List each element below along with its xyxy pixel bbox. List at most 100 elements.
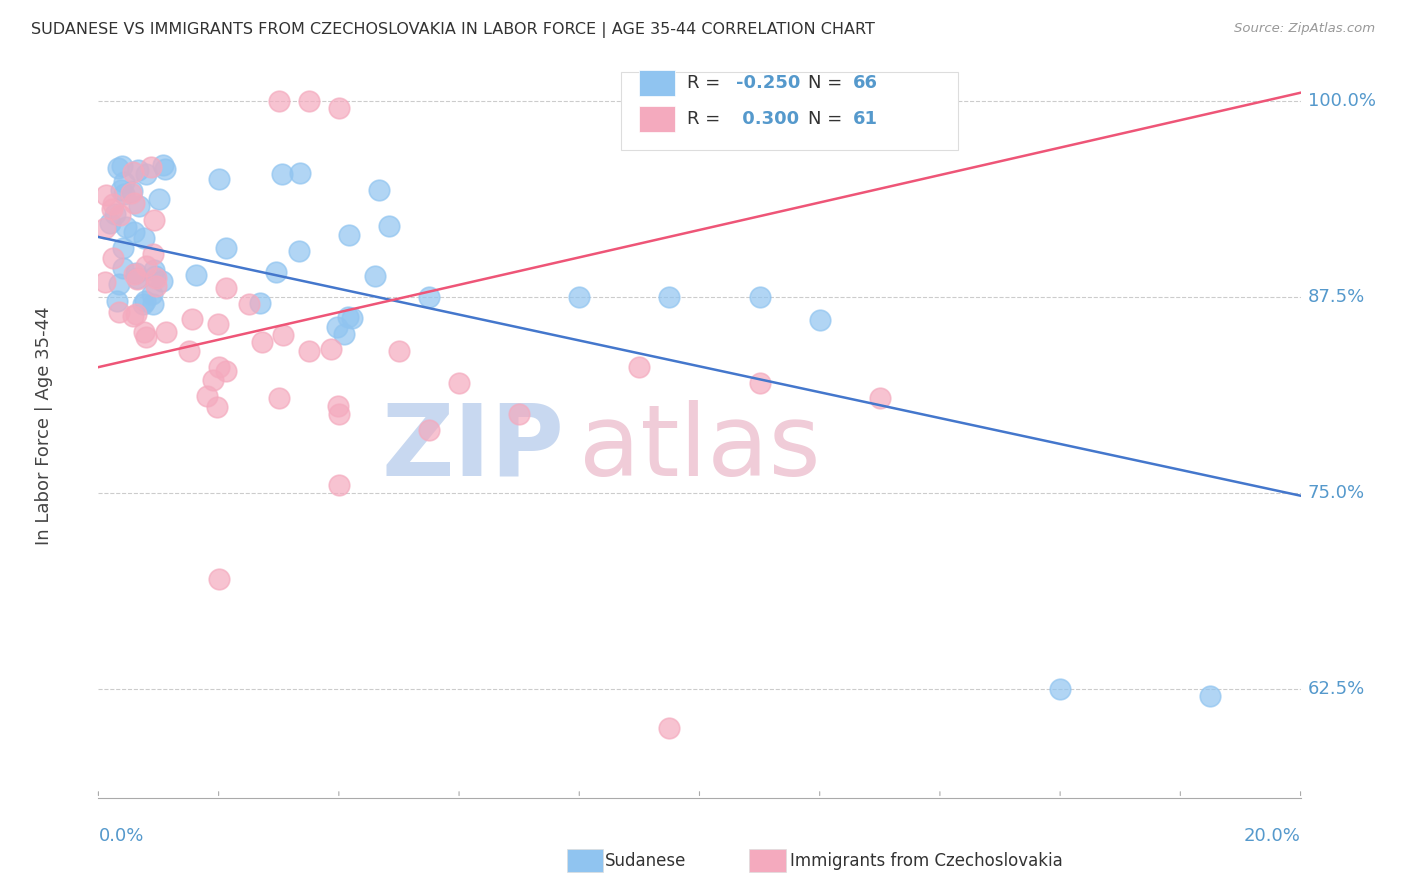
Point	[101, 197, 124, 211]
Point	[207, 318, 229, 332]
Point	[326, 320, 349, 334]
Point	[252, 334, 274, 349]
Point	[132, 231, 155, 245]
Point	[869, 392, 891, 406]
Point	[333, 326, 356, 341]
Point	[271, 327, 294, 342]
Point	[96, 188, 118, 202]
Point	[142, 247, 165, 261]
Point	[658, 721, 681, 735]
Point	[122, 225, 145, 239]
Text: N =: N =	[807, 74, 848, 92]
FancyBboxPatch shape	[640, 70, 675, 96]
Point	[93, 221, 115, 235]
Text: In Labor Force | Age 35-44: In Labor Force | Age 35-44	[35, 307, 53, 545]
Point	[111, 159, 134, 173]
Point	[205, 400, 228, 414]
Text: 0.0%: 0.0%	[98, 827, 143, 845]
Point	[388, 344, 411, 359]
Point	[145, 271, 167, 285]
Point	[127, 272, 149, 286]
Point	[145, 278, 167, 293]
Point	[568, 289, 591, 303]
Point	[112, 187, 135, 202]
Point	[328, 102, 350, 116]
Point	[748, 289, 770, 303]
Point	[177, 344, 200, 359]
Point	[105, 294, 128, 309]
Point	[337, 228, 360, 243]
Point	[319, 342, 342, 356]
Point	[628, 360, 651, 375]
Point	[98, 216, 121, 230]
Point	[148, 192, 170, 206]
Point	[132, 297, 155, 311]
Point	[364, 269, 387, 284]
Point	[808, 313, 831, 327]
Point	[418, 423, 440, 437]
Point	[101, 251, 124, 265]
Text: R =: R =	[688, 110, 727, 128]
Point	[124, 267, 146, 281]
Point	[142, 297, 165, 311]
Point	[153, 161, 176, 176]
Point	[152, 158, 174, 172]
Point	[298, 94, 321, 108]
Point	[328, 477, 350, 491]
Point	[186, 268, 208, 282]
Point	[108, 277, 131, 291]
Point	[447, 376, 470, 390]
Point	[122, 309, 145, 323]
Point	[134, 293, 156, 308]
Text: R =: R =	[688, 74, 727, 92]
Point	[270, 167, 292, 181]
Point	[1049, 681, 1071, 696]
FancyBboxPatch shape	[621, 72, 957, 151]
Text: 62.5%: 62.5%	[1308, 680, 1365, 698]
Point	[215, 364, 238, 378]
Point	[378, 219, 401, 233]
Point	[107, 305, 129, 319]
Point	[195, 389, 218, 403]
Point	[142, 262, 165, 277]
Point	[128, 199, 150, 213]
Text: 0.300: 0.300	[735, 110, 799, 128]
Point	[326, 399, 349, 413]
Point	[141, 286, 163, 301]
Point	[267, 94, 290, 108]
Text: Sudanese: Sudanese	[605, 852, 686, 870]
Point	[201, 372, 224, 386]
Point	[124, 196, 146, 211]
Point	[215, 241, 238, 255]
Point	[127, 163, 149, 178]
Point	[110, 183, 132, 197]
Point	[125, 270, 148, 285]
Point	[288, 244, 311, 258]
Point	[508, 407, 530, 421]
Point	[155, 325, 177, 339]
FancyBboxPatch shape	[640, 105, 675, 132]
Text: 20.0%: 20.0%	[1244, 827, 1301, 845]
Text: 66: 66	[853, 74, 879, 92]
Text: atlas: atlas	[579, 400, 821, 497]
Point	[249, 296, 271, 310]
Point	[125, 307, 148, 321]
Point	[208, 172, 231, 186]
Point	[125, 266, 148, 280]
Text: N =: N =	[807, 110, 848, 128]
Point	[108, 208, 131, 222]
Text: 75.0%: 75.0%	[1308, 483, 1365, 501]
Point	[748, 376, 770, 390]
Point	[112, 241, 135, 255]
Point	[340, 311, 363, 326]
Point	[180, 312, 202, 326]
Point	[134, 325, 156, 339]
Point	[135, 259, 157, 273]
Point	[135, 330, 157, 344]
Text: 61: 61	[853, 110, 879, 128]
Point	[139, 160, 162, 174]
Text: Immigrants from Czechoslovakia: Immigrants from Czechoslovakia	[790, 852, 1063, 870]
Text: ZIP: ZIP	[382, 400, 565, 497]
Text: -0.250: -0.250	[735, 74, 800, 92]
Point	[238, 297, 260, 311]
